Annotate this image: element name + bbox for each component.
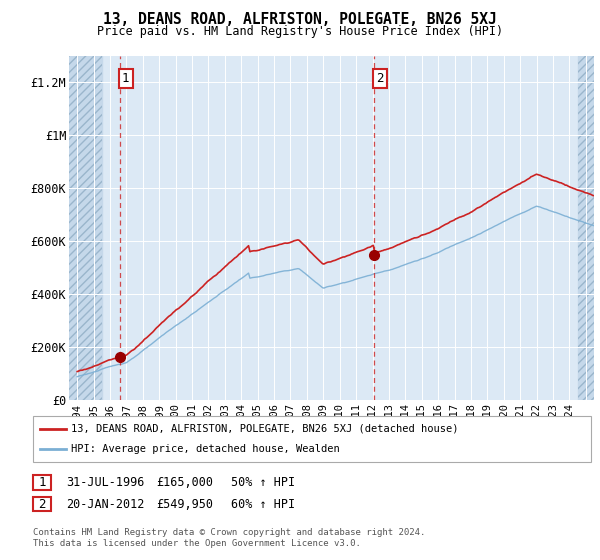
Text: 50% ↑ HPI: 50% ↑ HPI (231, 476, 295, 489)
Text: 60% ↑ HPI: 60% ↑ HPI (231, 497, 295, 511)
Text: 1: 1 (122, 72, 130, 85)
Text: Contains HM Land Registry data © Crown copyright and database right 2024.
This d: Contains HM Land Registry data © Crown c… (33, 528, 425, 548)
Bar (69, 56, 102, 400)
Text: 2: 2 (38, 497, 46, 511)
Text: HPI: Average price, detached house, Wealden: HPI: Average price, detached house, Weal… (71, 444, 340, 454)
Text: £549,950: £549,950 (156, 497, 213, 511)
Text: 20-JAN-2012: 20-JAN-2012 (66, 497, 145, 511)
Text: 31-JUL-1996: 31-JUL-1996 (66, 476, 145, 489)
Text: 1: 1 (38, 476, 46, 489)
Text: 13, DEANS ROAD, ALFRISTON, POLEGATE, BN26 5XJ (detached house): 13, DEANS ROAD, ALFRISTON, POLEGATE, BN2… (71, 423, 458, 433)
Bar (69, 56, 102, 400)
Text: Price paid vs. HM Land Registry's House Price Index (HPI): Price paid vs. HM Land Registry's House … (97, 25, 503, 38)
Text: 2: 2 (376, 72, 384, 85)
Text: 13, DEANS ROAD, ALFRISTON, POLEGATE, BN26 5XJ: 13, DEANS ROAD, ALFRISTON, POLEGATE, BN2… (103, 12, 497, 27)
Bar (578, 56, 594, 400)
Bar (578, 56, 594, 400)
Text: £165,000: £165,000 (156, 476, 213, 489)
